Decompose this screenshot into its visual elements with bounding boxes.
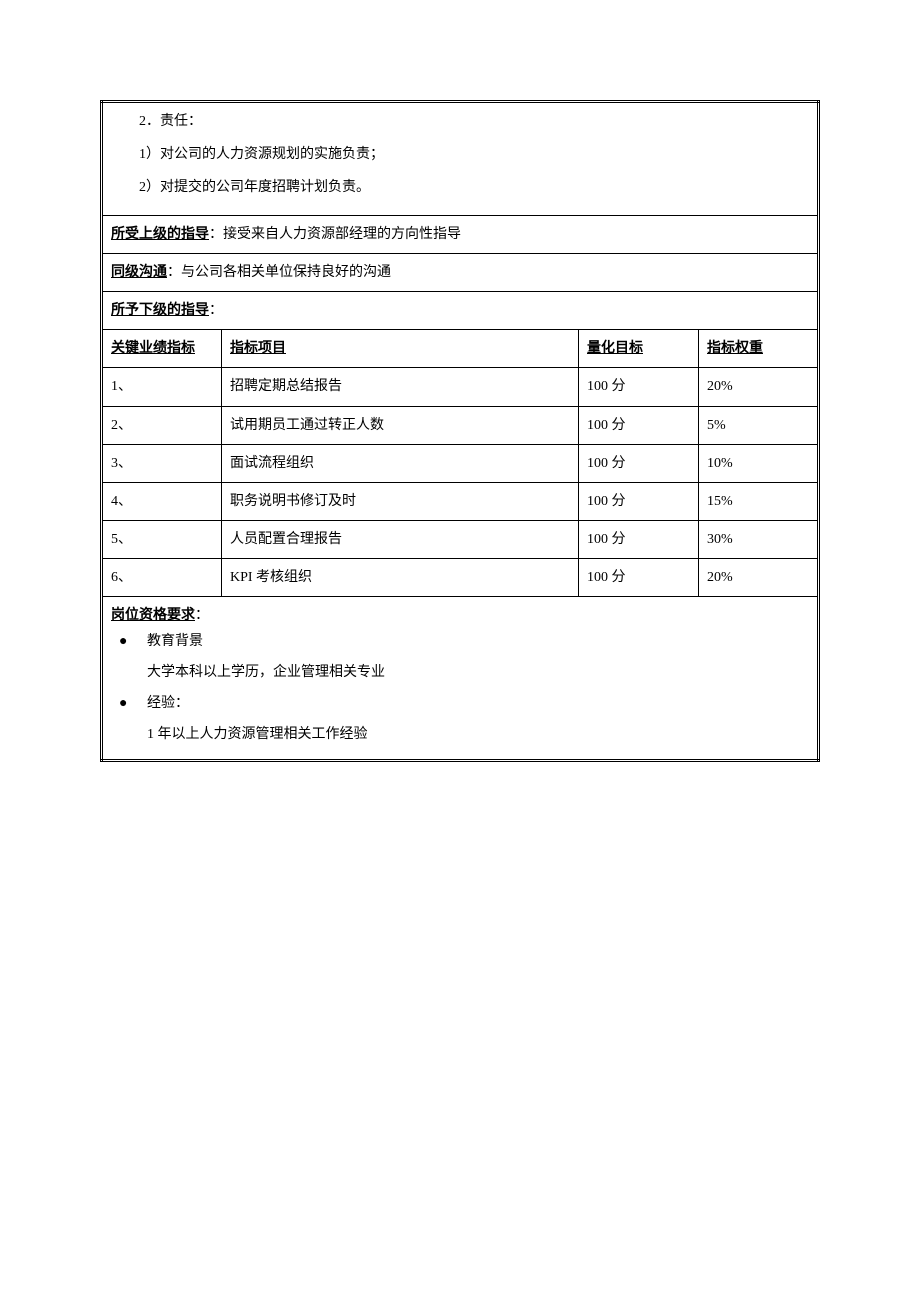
requirement-bullet-2: ●经验： bbox=[119, 691, 809, 716]
kpi-num: 3、 bbox=[102, 444, 222, 482]
responsibility-item-1: 1）对公司的人力资源规划的实施负责； bbox=[139, 142, 809, 167]
kpi-weight: 5% bbox=[699, 406, 819, 444]
responsibilities-cell: 2．责任： 1）对公司的人力资源规划的实施负责； 2）对提交的公司年度招聘计划负… bbox=[102, 102, 819, 216]
kpi-project: 招聘定期总结报告 bbox=[222, 368, 579, 406]
kpi-weight: 10% bbox=[699, 444, 819, 482]
subordinate-value: ： bbox=[209, 303, 223, 318]
responsibility-item-2: 2）对提交的公司年度招聘计划负责。 bbox=[139, 175, 809, 200]
kpi-header-col4: 指标权重 bbox=[699, 330, 819, 368]
kpi-project: 职务说明书修订及时 bbox=[222, 482, 579, 520]
responsibilities-heading: 2．责任： bbox=[139, 109, 809, 134]
document-table: 2．责任： 1）对公司的人力资源规划的实施负责； 2）对提交的公司年度招聘计划负… bbox=[100, 100, 820, 762]
table-row: 5、 人员配置合理报告 100 分 30% bbox=[102, 521, 819, 559]
requirements-heading: 岗位资格要求： bbox=[111, 603, 809, 628]
table-row: 3、 面试流程组织 100 分 10% bbox=[102, 444, 819, 482]
requirement-bullet-1: ●教育背景 bbox=[119, 629, 809, 654]
bullet-icon: ● bbox=[119, 629, 147, 654]
kpi-header-row: 关键业绩指标 指标项目 量化目标 指标权重 bbox=[102, 330, 819, 368]
kpi-weight: 15% bbox=[699, 482, 819, 520]
peer-communication-cell: 同级沟通：与公司各相关单位保持良好的沟通 bbox=[102, 253, 819, 291]
kpi-weight: 20% bbox=[699, 559, 819, 597]
kpi-target: 100 分 bbox=[579, 482, 699, 520]
kpi-header-col2: 指标项目 bbox=[222, 330, 579, 368]
kpi-num: 5、 bbox=[102, 521, 222, 559]
kpi-num: 1、 bbox=[102, 368, 222, 406]
supervisor-value: ：接受来自人力资源部经理的方向性指导 bbox=[209, 227, 461, 242]
kpi-num: 4、 bbox=[102, 482, 222, 520]
table-row: 4、 职务说明书修订及时 100 分 15% bbox=[102, 482, 819, 520]
kpi-num: 2、 bbox=[102, 406, 222, 444]
table-row: 2、 试用期员工通过转正人数 100 分 5% bbox=[102, 406, 819, 444]
kpi-num: 6、 bbox=[102, 559, 222, 597]
subordinate-guidance-cell: 所予下级的指导： bbox=[102, 291, 819, 329]
kpi-target: 100 分 bbox=[579, 559, 699, 597]
kpi-target: 100 分 bbox=[579, 406, 699, 444]
requirement-detail-1: 大学本科以上学历，企业管理相关专业 bbox=[147, 660, 809, 685]
kpi-header-col1: 关键业绩指标 bbox=[102, 330, 222, 368]
supervisor-label: 所受上级的指导 bbox=[111, 227, 209, 242]
table-row: 6、 KPI 考核组织 100 分 20% bbox=[102, 559, 819, 597]
kpi-target: 100 分 bbox=[579, 368, 699, 406]
requirements-cell: 岗位资格要求： ●教育背景 大学本科以上学历，企业管理相关专业 ●经验： 1 年… bbox=[102, 597, 819, 761]
requirement-detail-2: 1 年以上人力资源管理相关工作经验 bbox=[147, 722, 809, 747]
kpi-project: 试用期员工通过转正人数 bbox=[222, 406, 579, 444]
kpi-project: KPI 考核组织 bbox=[222, 559, 579, 597]
kpi-header-col3: 量化目标 bbox=[579, 330, 699, 368]
kpi-weight: 20% bbox=[699, 368, 819, 406]
subordinate-label: 所予下级的指导 bbox=[111, 303, 209, 318]
kpi-target: 100 分 bbox=[579, 521, 699, 559]
kpi-weight: 30% bbox=[699, 521, 819, 559]
kpi-project: 面试流程组织 bbox=[222, 444, 579, 482]
bullet-icon: ● bbox=[119, 691, 147, 716]
table-row: 1、 招聘定期总结报告 100 分 20% bbox=[102, 368, 819, 406]
kpi-project: 人员配置合理报告 bbox=[222, 521, 579, 559]
peer-value: ：与公司各相关单位保持良好的沟通 bbox=[167, 265, 391, 280]
supervisor-guidance-cell: 所受上级的指导：接受来自人力资源部经理的方向性指导 bbox=[102, 215, 819, 253]
kpi-target: 100 分 bbox=[579, 444, 699, 482]
peer-label: 同级沟通 bbox=[111, 265, 167, 280]
